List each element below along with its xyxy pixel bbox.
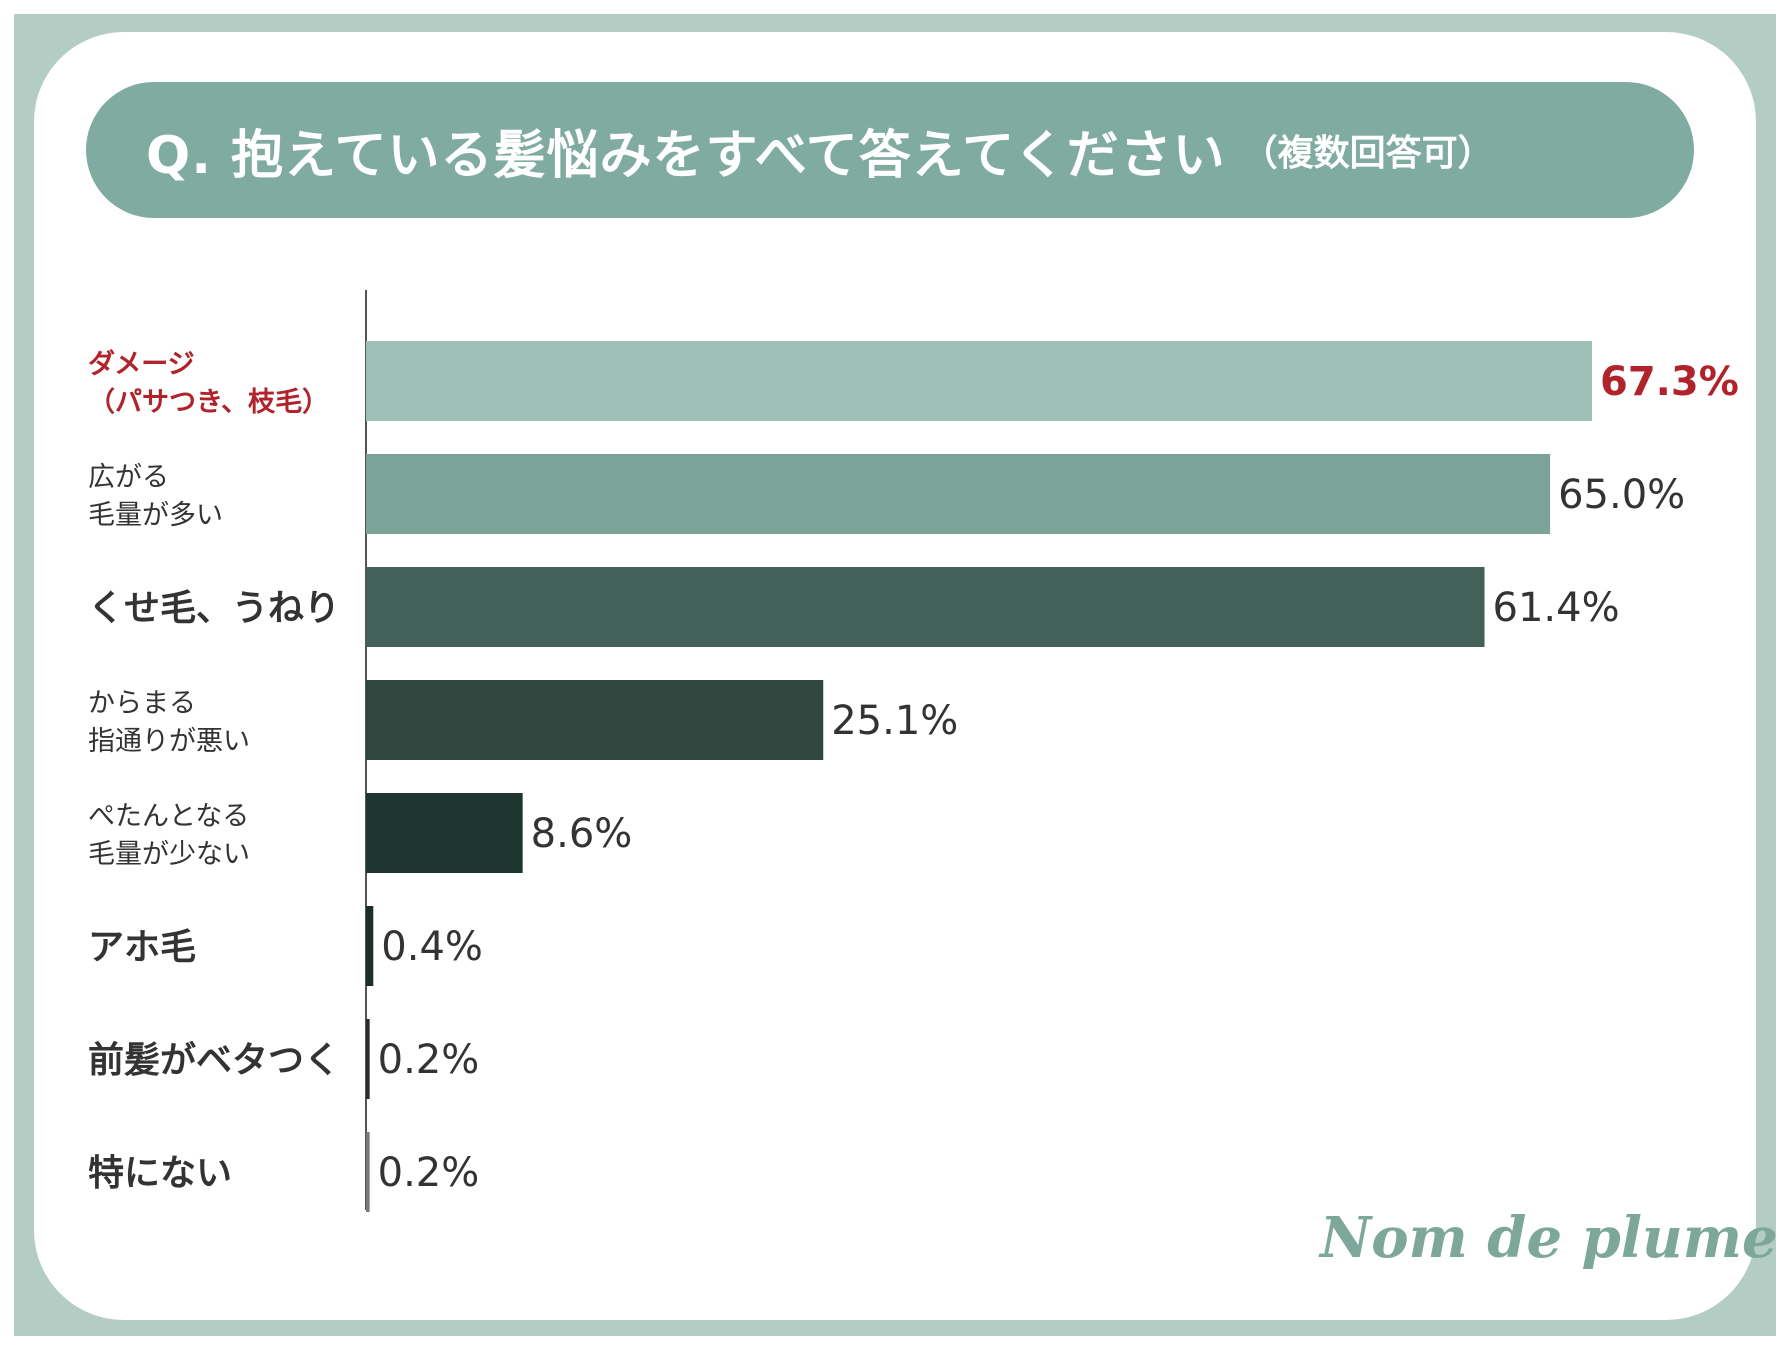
chart-subtitle: （複数回答可） [1241, 133, 1494, 174]
value-label-3: 25.1% [831, 698, 958, 744]
category-label-5: アホ毛 [88, 927, 196, 968]
chart-title: Q. 抱えている髪悩みをすべて答えてください [146, 125, 1226, 186]
bar-6 [366, 1019, 370, 1099]
category-label-0: ダメージ（パサつき、枝毛） [88, 348, 329, 418]
brand-logo: Nom de plume [1320, 1205, 1778, 1271]
value-label-6: 0.2% [378, 1037, 480, 1083]
bar-7 [366, 1132, 370, 1212]
value-label-4: 8.6% [531, 811, 633, 857]
category-label-4: ぺたんとなる毛量が少ない [88, 801, 250, 870]
category-label-2: くせ毛、うねり [88, 588, 340, 629]
value-label-2: 61.4% [1493, 585, 1620, 631]
value-label-5: 0.4% [381, 924, 483, 970]
bar-3 [366, 680, 824, 760]
bar-0 [366, 341, 1592, 421]
value-label-0: 67.3% [1600, 359, 1739, 405]
value-label-7: 0.2% [378, 1150, 480, 1196]
chart-card [34, 32, 1756, 1320]
category-label-7: 特にない [88, 1153, 232, 1194]
category-label-6: 前髪がベタつく [88, 1040, 340, 1081]
title-banner: Q. 抱えている髪悩みをすべて答えてください （複数回答可） [86, 82, 1694, 218]
bar-1 [366, 454, 1551, 534]
bar-2 [366, 567, 1485, 647]
bar-5 [366, 906, 374, 986]
bar-4 [366, 793, 523, 873]
category-label-1: 広がる毛量が多い [88, 462, 223, 531]
category-label-3: からまる指通りが悪い [88, 688, 250, 757]
value-label-1: 65.0% [1558, 472, 1685, 518]
